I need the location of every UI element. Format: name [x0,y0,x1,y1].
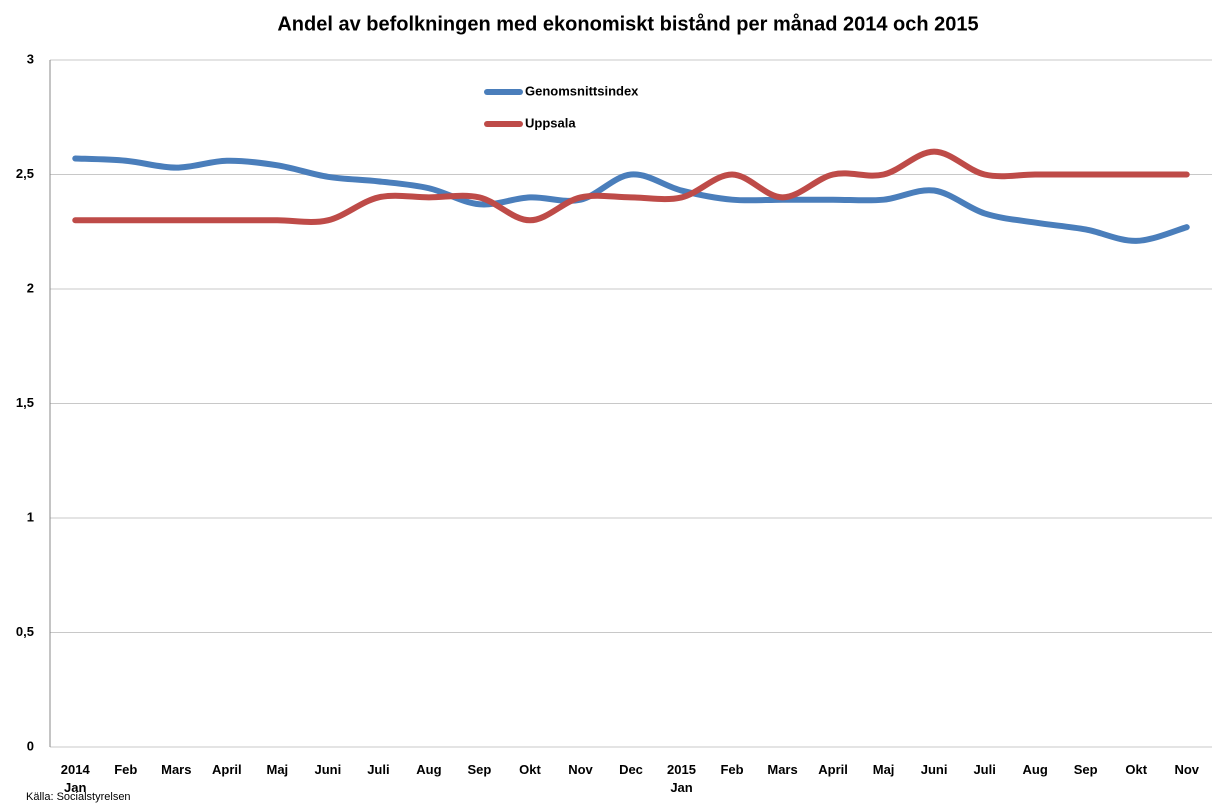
x-tick-label: Nov [1174,762,1200,777]
x-tick-label: Okt [519,762,541,777]
y-tick-label: 0 [27,738,34,753]
y-tick-label: 2,5 [16,166,34,181]
y-tick-label: 1 [27,509,34,524]
series-line [72,148,1190,225]
x-tick-label: Sep [467,762,492,777]
x-tick-label: 2014 Jan [60,762,90,795]
x-tick-label: Feb [114,762,138,777]
y-tick-label: 3 [27,51,34,66]
x-tick-label: Okt [1125,762,1148,777]
chart-title: Andel av befolkningen med ekonomiskt bis… [277,12,978,35]
source: Källa: Socialstyrelsen [26,791,131,803]
x-tick-label: Aug [1022,762,1048,777]
x-tick-label: Feb [720,762,744,777]
y-tick-label: 0,5 [16,624,34,639]
y-tick-label: 2 [27,280,34,295]
x-tick-label: Juli [973,762,996,777]
x-tick-label: Sep [1073,762,1098,777]
series-line [72,155,1190,244]
x-tick-label: Aug [416,762,442,777]
x-tick-label: Nov [568,762,593,777]
x-tick-label: Juni [920,762,948,777]
x-tick-label: Maj [872,762,895,777]
y-tick-label: 1,5 [16,395,34,410]
x-tick-label: Maj [266,762,289,777]
x-tick-label: April [818,762,848,777]
x-tick-label: 2015 Jan [667,762,696,795]
x-tick-label: Juli [367,762,390,777]
legend-label: Genomsnittsindex [525,83,639,98]
x-tick-label: April [212,762,242,777]
x-tick-label: Mars [161,762,192,777]
x-tick-label: Dec [619,762,643,777]
legend-label: Uppsala [525,115,576,130]
x-tick-label: Juni [314,762,342,777]
x-tick-label: Mars [767,762,798,777]
